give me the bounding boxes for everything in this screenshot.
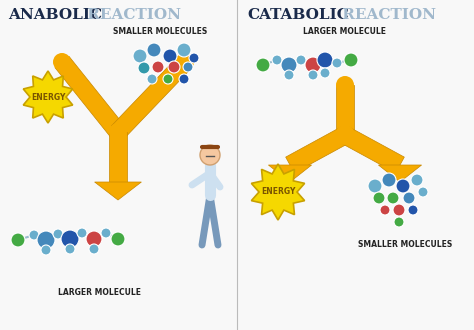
Circle shape bbox=[147, 43, 161, 57]
Circle shape bbox=[89, 244, 99, 254]
Text: LARGER MOLECULE: LARGER MOLECULE bbox=[303, 27, 386, 36]
Circle shape bbox=[163, 74, 173, 84]
Circle shape bbox=[183, 62, 193, 72]
Polygon shape bbox=[268, 165, 311, 182]
Circle shape bbox=[394, 217, 404, 227]
Circle shape bbox=[368, 179, 382, 193]
Circle shape bbox=[284, 70, 294, 80]
Circle shape bbox=[86, 231, 102, 247]
Polygon shape bbox=[109, 132, 127, 182]
Circle shape bbox=[382, 173, 396, 187]
Circle shape bbox=[403, 192, 415, 204]
Circle shape bbox=[111, 232, 125, 246]
Circle shape bbox=[41, 245, 51, 255]
Circle shape bbox=[37, 231, 55, 249]
Circle shape bbox=[65, 244, 75, 254]
Polygon shape bbox=[286, 127, 349, 173]
Circle shape bbox=[332, 58, 342, 68]
Text: SMALLER MOLECULES: SMALLER MOLECULES bbox=[358, 240, 452, 249]
Polygon shape bbox=[251, 164, 305, 220]
Text: REACTION: REACTION bbox=[82, 8, 181, 22]
Polygon shape bbox=[95, 182, 141, 200]
Circle shape bbox=[53, 229, 63, 239]
Circle shape bbox=[77, 228, 87, 238]
Circle shape bbox=[61, 230, 79, 248]
Text: CATABOLIC: CATABOLIC bbox=[247, 8, 349, 22]
Circle shape bbox=[387, 192, 399, 204]
Polygon shape bbox=[111, 56, 191, 138]
Text: SMALLER MOLECULES: SMALLER MOLECULES bbox=[113, 27, 207, 36]
Circle shape bbox=[408, 205, 418, 215]
Polygon shape bbox=[341, 127, 404, 173]
Circle shape bbox=[29, 230, 39, 240]
Text: LARGER MOLECULE: LARGER MOLECULE bbox=[58, 288, 142, 297]
Circle shape bbox=[272, 55, 282, 65]
Circle shape bbox=[308, 70, 318, 80]
Circle shape bbox=[380, 205, 390, 215]
Circle shape bbox=[133, 49, 147, 63]
Circle shape bbox=[411, 174, 423, 186]
Circle shape bbox=[176, 53, 194, 71]
Text: ENERGY: ENERGY bbox=[31, 92, 65, 102]
Circle shape bbox=[177, 43, 191, 57]
Circle shape bbox=[305, 57, 321, 73]
Text: REACTION: REACTION bbox=[337, 8, 436, 22]
Circle shape bbox=[168, 61, 180, 73]
Polygon shape bbox=[378, 165, 421, 182]
Circle shape bbox=[179, 74, 189, 84]
Circle shape bbox=[147, 74, 157, 84]
Polygon shape bbox=[23, 71, 73, 123]
Circle shape bbox=[336, 76, 354, 94]
Text: ANABOLIC: ANABOLIC bbox=[8, 8, 102, 22]
Circle shape bbox=[344, 53, 358, 67]
Polygon shape bbox=[55, 56, 125, 138]
Circle shape bbox=[396, 179, 410, 193]
Circle shape bbox=[53, 53, 71, 71]
Circle shape bbox=[320, 68, 330, 78]
Circle shape bbox=[256, 58, 270, 72]
Text: ENERGY: ENERGY bbox=[261, 187, 295, 196]
Circle shape bbox=[393, 204, 405, 216]
Circle shape bbox=[101, 228, 111, 238]
Circle shape bbox=[152, 61, 164, 73]
Circle shape bbox=[317, 52, 333, 68]
Circle shape bbox=[281, 57, 297, 73]
Circle shape bbox=[373, 192, 385, 204]
Circle shape bbox=[189, 53, 199, 63]
Circle shape bbox=[418, 187, 428, 197]
Polygon shape bbox=[336, 85, 354, 135]
Circle shape bbox=[163, 49, 177, 63]
Circle shape bbox=[138, 62, 150, 74]
Circle shape bbox=[335, 125, 355, 145]
Circle shape bbox=[296, 55, 306, 65]
Circle shape bbox=[109, 123, 127, 141]
Circle shape bbox=[11, 233, 25, 247]
Circle shape bbox=[200, 145, 220, 165]
